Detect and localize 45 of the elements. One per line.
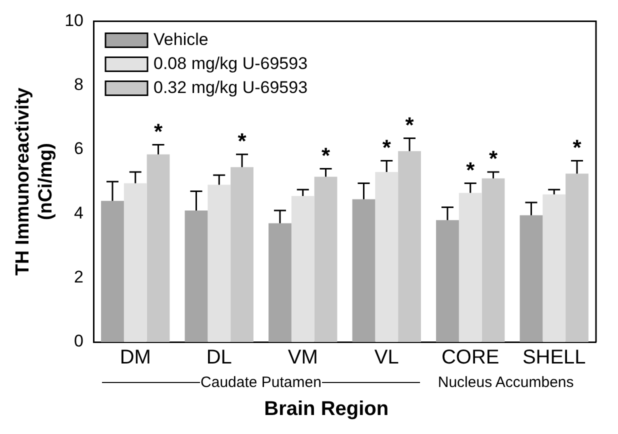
data-label: *	[405, 112, 414, 138]
x-tick-label: CORE	[441, 346, 500, 369]
bar	[184, 210, 208, 342]
x-tick-label: DL	[206, 346, 232, 369]
bar	[208, 184, 231, 342]
y-axis-title: TH Immunoreactivity (nCi/mg)	[12, 87, 56, 276]
x-tick-label: VM	[288, 346, 318, 369]
data-label: *	[238, 128, 247, 154]
bar	[291, 196, 314, 342]
y-tick-label: 0	[74, 332, 84, 351]
x-tick-label: SHELL	[522, 346, 586, 369]
data-label: *	[488, 146, 498, 172]
y-tick-label: 8	[74, 75, 84, 94]
bar	[436, 220, 459, 342]
y-tick-label: 2	[74, 268, 84, 287]
bar	[375, 172, 398, 342]
bar	[482, 178, 505, 342]
legend-label: Vehicle	[154, 30, 208, 49]
data-label: *	[154, 118, 163, 144]
x-axis-title: Brain Region	[263, 398, 390, 421]
legend-label: 0.32 mg/kg U-69593	[154, 78, 308, 97]
text: Nucleus Accumbens	[436, 374, 575, 391]
data-label: *	[321, 142, 330, 168]
bar	[101, 200, 124, 342]
data-label: *	[466, 157, 476, 182]
y-tick-label: 10	[64, 10, 84, 30]
y-tick-label: 6	[74, 139, 84, 158]
x-tick-label: DM	[120, 346, 151, 369]
y-tick-label: 4	[74, 203, 84, 222]
bar	[520, 215, 543, 342]
data-label: *	[572, 134, 582, 160]
text: Caudate Putamen	[200, 374, 322, 391]
x-tick-label: VL	[374, 346, 399, 369]
bar	[566, 174, 588, 342]
bar	[314, 176, 338, 342]
data-label: *	[382, 134, 392, 160]
bar	[458, 192, 482, 342]
legend-label: 0.08 mg/kg U-69593	[154, 54, 308, 73]
bar	[230, 167, 254, 342]
bar	[268, 223, 292, 342]
bar	[398, 151, 421, 342]
bar	[352, 199, 376, 342]
bar	[124, 183, 147, 342]
bar	[542, 194, 566, 342]
bar	[146, 154, 170, 342]
